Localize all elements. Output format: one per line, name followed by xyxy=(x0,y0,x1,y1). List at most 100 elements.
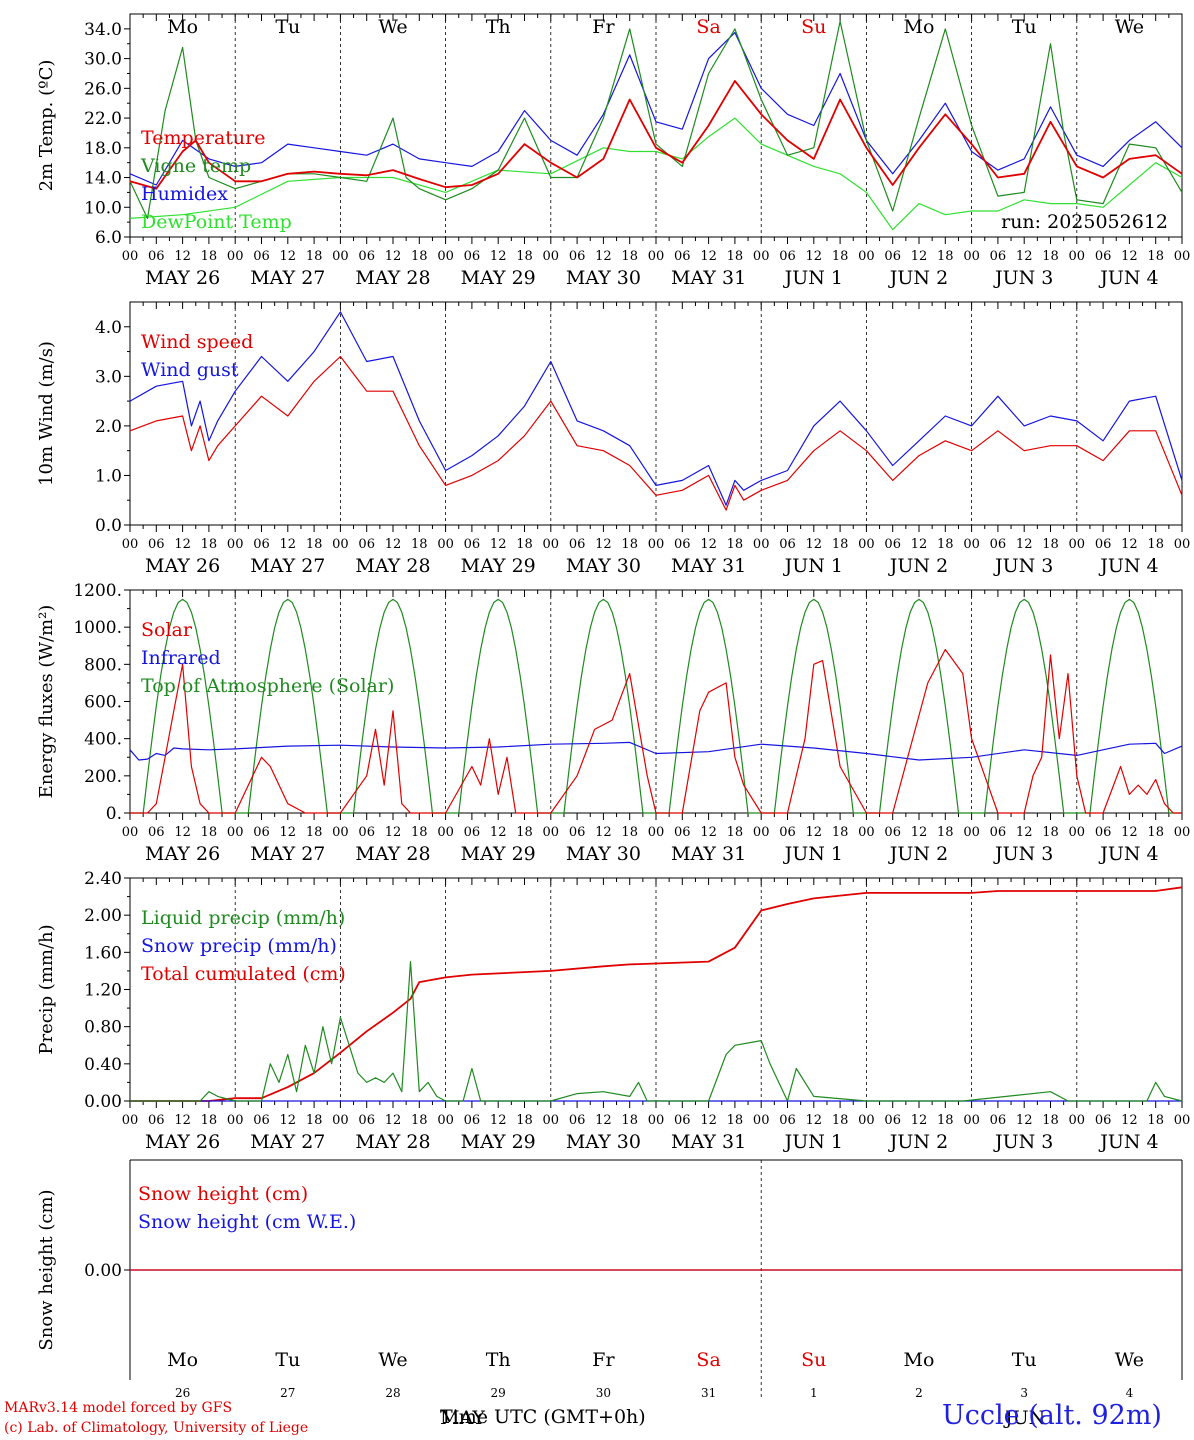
hour-tick-label: 12 xyxy=(911,537,928,552)
date-label: JUN 4 xyxy=(1098,1131,1158,1153)
hour-tick-label: 06 xyxy=(674,249,691,264)
hour-tick-label: 06 xyxy=(779,825,796,840)
hour-tick-label: 00 xyxy=(1069,1113,1086,1128)
date-label: JUN 3 xyxy=(993,555,1053,577)
date-label: MAY 31 xyxy=(671,1131,746,1153)
hour-tick-label: 18 xyxy=(516,825,533,840)
hour-tick-label: 12 xyxy=(911,1113,928,1128)
hour-tick-label: 12 xyxy=(1121,825,1138,840)
date-label: JUN 4 xyxy=(1098,843,1158,865)
hour-tick-label: 06 xyxy=(1095,249,1112,264)
hour-tick-label: 18 xyxy=(832,537,849,552)
hour-tick-label: 06 xyxy=(674,1113,691,1128)
weekday-label: Tu xyxy=(275,16,300,38)
hour-tick-label: 06 xyxy=(569,1113,586,1128)
hour-tick-label: 06 xyxy=(569,537,586,552)
hour-tick-label: 00 xyxy=(1174,537,1191,552)
hour-tick-label: 06 xyxy=(358,537,375,552)
legend-entry: Wind gust xyxy=(141,359,239,381)
hour-tick-label: 06 xyxy=(990,825,1007,840)
hour-tick-label: 12 xyxy=(700,249,717,264)
hour-tick-label: 06 xyxy=(358,249,375,264)
day-number-label: 30 xyxy=(596,1386,611,1400)
hour-tick-label: 18 xyxy=(1042,249,1059,264)
hour-tick-label: 06 xyxy=(779,249,796,264)
date-label: MAY 30 xyxy=(566,267,641,289)
hour-tick-label: 12 xyxy=(806,825,823,840)
lab-credit: (c) Lab. of Climatology, University of L… xyxy=(4,1420,309,1436)
hour-tick-label: 06 xyxy=(569,825,586,840)
day-number-label: 1 xyxy=(810,1386,818,1400)
hour-tick-label: 12 xyxy=(595,249,612,264)
hour-tick-label: 12 xyxy=(490,537,507,552)
hour-tick-label: 06 xyxy=(884,537,901,552)
hour-tick-label: 18 xyxy=(937,537,954,552)
y-tick-label: 14.0 xyxy=(84,169,122,189)
hour-tick-label: 18 xyxy=(727,825,744,840)
date-label: MAY 29 xyxy=(461,843,536,865)
y-tick-label: 1000. xyxy=(73,618,122,638)
y-axis-label: Energy fluxes (W/m²) xyxy=(36,605,57,799)
hour-tick-label: 00 xyxy=(332,825,349,840)
panel-2: 0.0 1.0 2.0 3.0 4.0 00 06 12 18 00 06 12 18 00 06 12 18 0… xyxy=(36,301,1191,577)
hour-tick-label: 12 xyxy=(385,825,402,840)
hour-tick-label: 12 xyxy=(1016,249,1033,264)
hour-tick-label: 00 xyxy=(753,1113,770,1128)
month-label: MAY xyxy=(440,1407,485,1429)
hour-tick-label: 00 xyxy=(858,825,875,840)
y-tick-label: 0.00 xyxy=(84,1261,122,1281)
hour-tick-label: 00 xyxy=(332,1113,349,1128)
y-axis-label: 2m Temp. (ºC) xyxy=(36,60,57,192)
series-wind-gust xyxy=(129,311,1183,506)
hour-tick-label: 06 xyxy=(779,537,796,552)
hour-tick-label: 00 xyxy=(227,249,244,264)
hour-tick-label: 12 xyxy=(174,1113,191,1128)
date-label: MAY 28 xyxy=(355,267,430,289)
y-tick-label: 0.40 xyxy=(84,1055,122,1075)
hour-tick-label: 06 xyxy=(464,1113,481,1128)
hour-tick-label: 12 xyxy=(385,1113,402,1128)
x-axis-title: Time UTC (GMT+0h) xyxy=(440,1406,646,1428)
hour-tick-label: 12 xyxy=(700,537,717,552)
hour-tick-label: 06 xyxy=(779,1113,796,1128)
day-number-label: 28 xyxy=(385,1386,400,1400)
hour-tick-label: 00 xyxy=(1174,825,1191,840)
hour-tick-label: 18 xyxy=(411,537,428,552)
hour-tick-label: 18 xyxy=(727,1113,744,1128)
legend-entry: Total cumulated (cm) xyxy=(141,963,346,985)
y-tick-label: 6.0 xyxy=(95,228,122,248)
hour-tick-label: 12 xyxy=(806,537,823,552)
hour-tick-label: 06 xyxy=(884,825,901,840)
weekday-label: Tu xyxy=(1012,1349,1037,1371)
hour-tick-label: 00 xyxy=(1069,537,1086,552)
hour-tick-label: 00 xyxy=(1174,249,1191,264)
y-tick-label: 0. xyxy=(106,804,122,824)
date-label: MAY 26 xyxy=(145,843,220,865)
y-tick-label: 1.0 xyxy=(95,466,122,486)
hour-tick-label: 18 xyxy=(1147,1113,1164,1128)
hour-tick-label: 00 xyxy=(543,537,560,552)
hour-tick-label: 00 xyxy=(543,825,560,840)
legend-entry: Infrared xyxy=(141,647,221,669)
hour-tick-label: 00 xyxy=(648,825,665,840)
y-tick-label: 34.0 xyxy=(84,20,122,40)
hour-tick-label: 06 xyxy=(253,825,270,840)
date-label: MAY 27 xyxy=(250,843,325,865)
y-tick-label: 0.0 xyxy=(95,516,122,536)
legend-entry: Humidex xyxy=(141,183,228,205)
hour-tick-label: 18 xyxy=(411,249,428,264)
hour-tick-label: 06 xyxy=(884,1113,901,1128)
hour-tick-label: 06 xyxy=(884,249,901,264)
hour-tick-label: 00 xyxy=(332,537,349,552)
hour-tick-label: 12 xyxy=(806,1113,823,1128)
date-label: MAY 26 xyxy=(145,1131,220,1153)
day-number-label: 26 xyxy=(175,1386,190,1400)
date-label: MAY 31 xyxy=(671,843,746,865)
hour-tick-label: 00 xyxy=(648,249,665,264)
day-number-label: 2 xyxy=(915,1386,923,1400)
hour-tick-label: 12 xyxy=(1121,1113,1138,1128)
hour-tick-label: 18 xyxy=(516,537,533,552)
y-axis-label: 10m Wind (m/s) xyxy=(36,341,57,486)
hour-tick-label: 00 xyxy=(437,537,454,552)
